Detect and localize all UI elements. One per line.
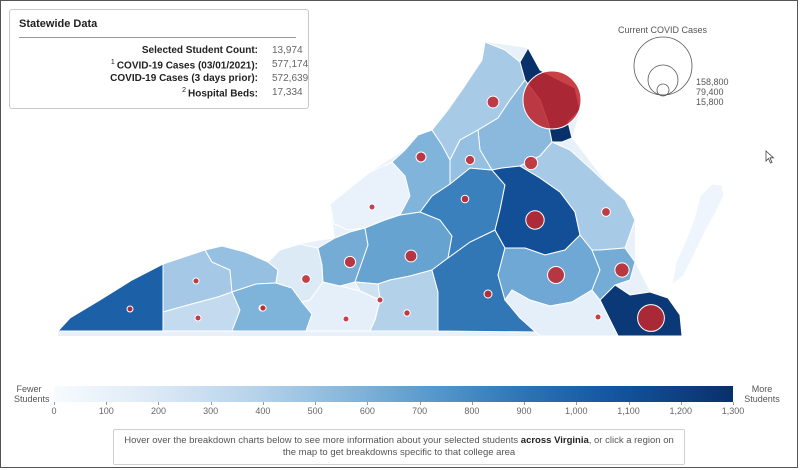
color-scale-tick-label: 1,300 [721, 406, 745, 416]
info-text-bold: across Virginia [520, 435, 589, 446]
covid-bubble-tidewater[interactable] [637, 304, 665, 332]
covid-bubble-lord-fairfax[interactable] [486, 95, 500, 109]
size-legend-value-large: 158,800 [696, 77, 729, 87]
color-scale-tick-mark [576, 402, 578, 405]
size-legend-circles [633, 36, 693, 97]
covid-bubble-roanoke[interactable] [343, 255, 357, 269]
color-scale-tick-label: 1,000 [565, 406, 588, 416]
stat-row-hospital-beds: 2 Hospital Beds: 17,334 [10, 87, 310, 101]
covid-bubble-wytheville[interactable] [259, 304, 267, 312]
size-legend-circle-small [656, 83, 670, 97]
divider [19, 37, 296, 38]
color-scale-tick-mark [262, 402, 264, 405]
stat-label: Selected Student Count: [141, 45, 258, 56]
mouse-cursor-icon [765, 150, 775, 164]
region-eastern-shore[interactable] [671, 183, 725, 287]
info-text-after: , or click a region on the map to get br… [282, 435, 674, 458]
stat-label: 1 COVID-19 Cases (03/01/2021): [110, 59, 258, 72]
region-paul-d-camp[interactable] [504, 289, 619, 337]
color-scale-tick-label: 300 [203, 406, 219, 416]
covid-bubble-new-river-upper[interactable] [301, 274, 311, 284]
region-thomas-nelson[interactable] [591, 247, 636, 301]
color-scale-tick-label: 400 [255, 406, 271, 416]
covid-bubble-thomas-nelson[interactable] [614, 262, 630, 278]
color-scale-tick-mark [733, 402, 734, 405]
virginia-map[interactable] [0, 0, 800, 360]
stat-row-covid-cases-prior: COVID-19 Cases (3 days prior): 572,639 [10, 73, 310, 87]
color-legend-right-label: More Students [737, 384, 787, 404]
region-lee[interactable] [56, 263, 164, 332]
stat-label: COVID-19 Cases (3 days prior): [110, 73, 258, 84]
covid-bubble-northern-va[interactable] [522, 70, 582, 130]
covid-bubble-shenandoah-valley[interactable] [415, 151, 427, 163]
stat-value: 577,174 [272, 59, 309, 70]
covid-bubble-danville[interactable] [403, 309, 411, 317]
covid-bubble-rappahannock[interactable] [601, 207, 611, 217]
covid-bubble-john-tyler[interactable] [547, 266, 565, 284]
color-scale-tick-mark [54, 402, 55, 405]
covid-bubble-southside[interactable] [483, 289, 493, 299]
covid-bubble-washington[interactable] [194, 314, 202, 322]
color-scale-tick-label: 1,200 [669, 406, 693, 416]
covid-bubble-paul-d-camp[interactable] [594, 313, 602, 321]
size-legend-circle-medium [647, 64, 679, 96]
color-scale-tick-label: 800 [464, 406, 480, 416]
color-scale-tick-label: 200 [150, 406, 166, 416]
covid-bubble-germanna[interactable] [523, 155, 539, 171]
color-scale-tick-mark [524, 402, 526, 405]
stat-value: 13,974 [272, 45, 303, 56]
covid-bubble-richmond[interactable] [525, 210, 545, 230]
covid-bubble-new-river-lower[interactable] [342, 315, 350, 323]
color-scale-tick-label: 500 [307, 406, 323, 416]
color-scale-tick-mark [628, 402, 630, 405]
footnote-marker: 2 [182, 87, 186, 94]
size-legend-circle-large [633, 36, 693, 96]
color-scale-bar [54, 386, 733, 402]
info-message: Hover over the breakdown charts below to… [113, 429, 685, 465]
footnote-marker: 1 [110, 59, 115, 66]
stat-value: 17,334 [272, 87, 303, 98]
color-scale-tick-mark [471, 402, 473, 405]
color-scale-tick-mark [158, 402, 160, 405]
color-scale-tick-mark [315, 402, 317, 405]
color-scale-tick-label: 1,100 [617, 406, 640, 416]
color-legend-left-label: Fewer Students [14, 384, 50, 404]
stat-row-covid-cases: 1 COVID-19 Cases (03/01/2021): 577,174 [10, 59, 310, 73]
color-scale-tick-mark [210, 402, 212, 405]
color-scale-tick-mark [419, 402, 421, 405]
stat-label: 2 Hospital Beds: [182, 87, 258, 100]
color-scale-tick-mark [680, 402, 682, 405]
covid-bubble-piedmont[interactable] [464, 154, 476, 166]
size-legend-value-medium: 79,400 [696, 87, 724, 97]
covid-bubble-wise[interactable] [192, 277, 200, 285]
color-scale-tick-mark [367, 402, 369, 405]
stat-row-student-count: Selected Student Count: 13,974 [10, 45, 310, 59]
covid-bubble-patrick-henry[interactable] [376, 296, 384, 304]
color-scale-tick-label: 700 [412, 406, 428, 416]
size-legend-title: Current COVID Cases [618, 25, 708, 35]
color-scale-tick-label: 900 [516, 406, 532, 416]
covid-bubble-central-va[interactable] [460, 194, 470, 204]
statewide-data-panel: Statewide Data Selected Student Count: 1… [9, 9, 309, 109]
size-legend-value-small: 15,800 [696, 97, 724, 107]
stat-value: 572,639 [272, 73, 309, 84]
statewide-data-title: Statewide Data [19, 18, 98, 30]
fewer-students-label: Fewer Students [14, 384, 50, 404]
color-scale-tick-label: 100 [98, 406, 114, 416]
covid-bubble-lee[interactable] [126, 305, 134, 313]
color-scale-tick-mark [106, 402, 108, 405]
covid-bubble-alleghany[interactable] [368, 203, 376, 211]
color-scale-tick-label: 0 [51, 406, 57, 416]
color-scale-tick-label: 600 [359, 406, 375, 416]
info-text-before: Hover over the breakdown charts below to… [124, 435, 521, 446]
covid-bubble-lynchburg[interactable] [404, 249, 418, 263]
more-students-label: More Students [744, 384, 780, 404]
